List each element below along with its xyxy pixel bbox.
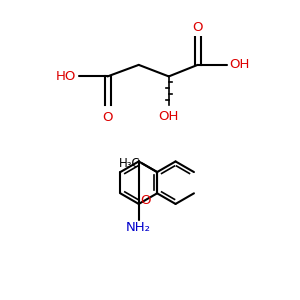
Text: OH: OH bbox=[159, 110, 179, 123]
Text: O: O bbox=[102, 111, 113, 124]
Text: O: O bbox=[140, 194, 150, 207]
Text: O: O bbox=[192, 21, 203, 34]
Text: H₃C: H₃C bbox=[119, 157, 141, 170]
Text: OH: OH bbox=[229, 58, 249, 71]
Text: NH₂: NH₂ bbox=[126, 221, 151, 235]
Text: HO: HO bbox=[56, 70, 76, 83]
